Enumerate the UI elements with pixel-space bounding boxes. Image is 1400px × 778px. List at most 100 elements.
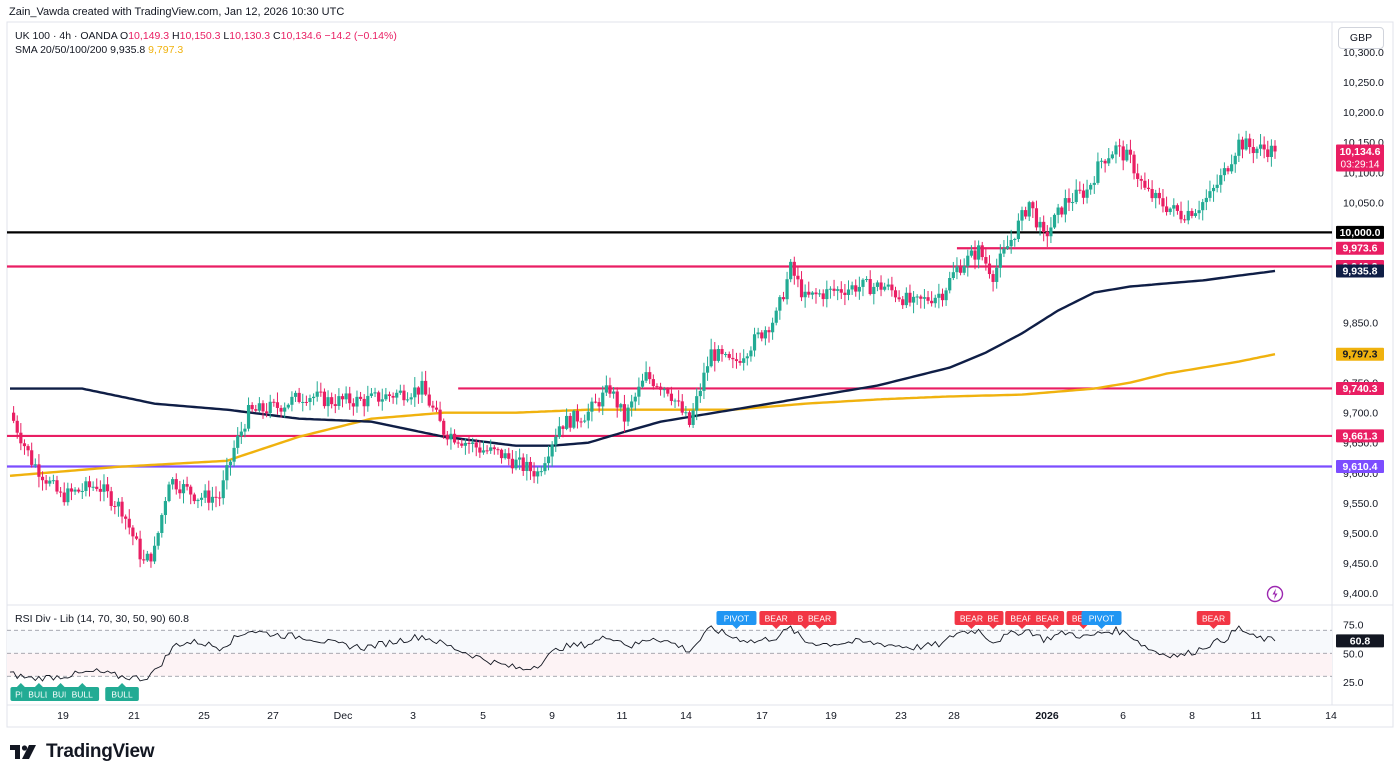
candle-body	[691, 410, 695, 425]
candle-body	[771, 322, 775, 333]
currency-button[interactable]: GBP	[1338, 27, 1384, 49]
flash-icon[interactable]	[1266, 585, 1284, 608]
candle-body	[684, 412, 688, 414]
candle-body	[937, 293, 941, 298]
open-value: 10,149.3	[128, 30, 170, 42]
candle-body	[1067, 198, 1071, 203]
candle-body	[1009, 240, 1013, 247]
candle-body	[630, 401, 634, 408]
candle-body	[395, 392, 399, 398]
candle-body	[265, 411, 269, 414]
candle-body	[915, 296, 919, 298]
marker-pointer	[56, 683, 65, 687]
marker-label: BEAR	[1202, 614, 1225, 624]
candle-body	[727, 354, 731, 358]
candle-body	[586, 411, 590, 421]
candle-body	[825, 289, 829, 300]
candle-body	[568, 415, 572, 428]
candle-body	[528, 461, 533, 472]
candle-body	[424, 380, 428, 395]
candle-body	[792, 261, 796, 276]
candle-body	[883, 286, 887, 290]
candle-body	[958, 266, 963, 273]
marker-pointer	[815, 625, 824, 629]
candle-body	[785, 279, 789, 300]
candle-body	[709, 349, 713, 367]
time-tick-label: 11	[617, 710, 628, 722]
sma-100-value: 9,935.8	[110, 44, 146, 56]
pivot-marker: PIVOT	[716, 611, 757, 629]
candle-body	[481, 450, 486, 453]
candle-body	[142, 559, 146, 561]
candle-body	[760, 332, 764, 339]
marker-pointer	[1079, 625, 1088, 629]
candle-body	[998, 253, 1002, 268]
candle-body	[503, 453, 507, 459]
candle-body	[749, 350, 753, 357]
marker-label: BEAR	[1010, 614, 1033, 624]
candle-body	[818, 293, 822, 295]
candle-body	[673, 400, 677, 402]
candle-body	[872, 286, 876, 295]
candle-body	[962, 266, 966, 273]
candle-body	[933, 297, 937, 304]
candle-body	[897, 297, 901, 300]
candle-body	[738, 361, 742, 363]
candle-body	[926, 297, 930, 301]
bull-marker-box	[65, 687, 100, 701]
candle-body	[901, 299, 905, 306]
candle-body	[380, 399, 384, 402]
candle-body	[1269, 145, 1273, 157]
candle-body	[810, 292, 814, 295]
candle-body	[922, 297, 927, 299]
candle-body	[1005, 246, 1010, 249]
time-tick-label: 6	[1120, 710, 1126, 722]
last-price-label: 10,134.6	[1340, 146, 1381, 158]
candle-body	[583, 420, 587, 422]
time-tick-label: 8	[1189, 710, 1195, 722]
candle-body	[167, 484, 171, 502]
candle-body	[442, 420, 446, 435]
candle-body	[131, 527, 135, 537]
marker-pointer	[1018, 625, 1026, 629]
sma-legend[interactable]: SMA 20/50/100/200 9,935.8 9,797.3	[15, 44, 183, 56]
candle-body	[445, 434, 449, 440]
bull-marker: BULL	[105, 683, 139, 701]
candle-body	[80, 490, 84, 492]
marker-label: BULL	[72, 690, 94, 700]
candle-body	[1143, 180, 1147, 188]
bear-marker-box	[1196, 611, 1231, 625]
price-tick-label: 9,400.0	[1343, 588, 1378, 600]
candle-body	[37, 464, 41, 477]
candle-body	[850, 285, 854, 290]
candle-body	[886, 284, 890, 287]
candle-body	[33, 464, 37, 466]
time-tick-label: 2026	[1035, 710, 1059, 722]
candle-body	[286, 404, 290, 408]
symbol-name[interactable]: UK 100 · 4h · OANDA	[15, 30, 118, 42]
candle-body	[814, 292, 818, 295]
candle-body	[807, 291, 811, 295]
countdown-label: 03:29:14	[1341, 159, 1380, 170]
candle-body	[514, 459, 518, 469]
last-price-bg	[1336, 144, 1384, 172]
bear-marker: BEAR	[1030, 611, 1065, 629]
candle-body	[333, 404, 337, 406]
candle-body	[651, 379, 655, 387]
candle-body	[315, 391, 319, 397]
candle-body	[192, 494, 196, 502]
candle-body	[832, 288, 836, 291]
rsi-legend[interactable]: RSI Div - Lib (14, 70, 30, 50, 90) 60.8	[15, 613, 189, 625]
candle-body	[1016, 220, 1020, 240]
marker-label: PIVOT	[724, 614, 750, 624]
candle-body	[536, 471, 540, 477]
marker-pointer	[1097, 625, 1106, 629]
bear-marker-box	[759, 611, 794, 625]
tradingview-logo[interactable]: TradingView	[10, 741, 155, 763]
candle-body	[340, 396, 345, 400]
candle-body	[84, 481, 88, 491]
candle-body	[434, 407, 439, 410]
candle-body	[1172, 205, 1176, 209]
rsi-value-bg	[1336, 634, 1384, 648]
